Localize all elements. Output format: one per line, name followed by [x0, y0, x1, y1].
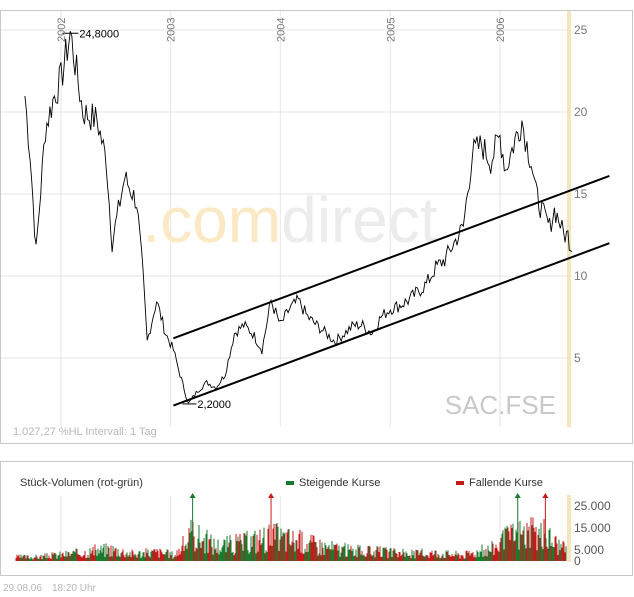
high-annotation: 24,8000 — [79, 28, 119, 40]
y-tick-label: 5 — [574, 351, 581, 365]
x-tick-label: 2002 — [56, 18, 68, 42]
volume-tick-label: 15.000 — [574, 521, 611, 535]
stock-chart: .comdirect 24,8000 2,2000 2002 2003 2004 20… — [0, 10, 633, 576]
footer: 29.08.06 18:20 Uhr — [3, 583, 106, 594]
y-tick-label: 20 — [574, 105, 588, 119]
info-label: 1.027,27 %HL Intervall: 1 Tag — [13, 426, 157, 438]
volume-title: Stück-Volumen (rot-grün) — [20, 477, 143, 489]
x-tick-label: 2003 — [166, 18, 178, 42]
trend-line-lower — [173, 242, 610, 407]
legend-swatch-rising — [286, 481, 294, 485]
volume-tick-label: 0 — [574, 554, 581, 568]
volume-peak-arrow — [268, 493, 275, 498]
legend-label-rising: Steigende Kurse — [299, 477, 380, 489]
volume-peak-arrow — [542, 493, 549, 498]
volume-axis-strip — [567, 495, 571, 562]
footer-time: 18:20 Uhr — [51, 583, 96, 594]
x-tick-label: 2006 — [495, 18, 507, 42]
volume-panel-frame — [0, 461, 633, 576]
legend-label-falling: Fallende Kurse — [469, 477, 543, 489]
y-axis-tick-labels: 25 20 15 10 5 — [574, 23, 588, 365]
low-annotation: 2,2000 — [197, 399, 231, 411]
trend-line-upper — [173, 175, 610, 340]
y-tick-label: 25 — [574, 23, 588, 37]
trend-channel — [173, 175, 610, 407]
price-series — [24, 31, 573, 404]
x-axis-tick-labels: 2002 2003 2004 2005 2006 — [56, 18, 507, 42]
x-tick-label: 2004 — [275, 18, 287, 42]
footer-date: 29.08.06 — [3, 583, 42, 594]
watermark: .comdirect — [142, 184, 437, 256]
y-tick-label: 15 — [574, 187, 588, 201]
volume-tick-label: 25.000 — [574, 499, 611, 513]
x-tick-label: 2005 — [385, 18, 397, 42]
legend-swatch-falling — [456, 481, 464, 485]
volume-tick-label: 5.000 — [574, 543, 604, 557]
price-line — [24, 31, 573, 404]
price-axis-strip — [567, 11, 571, 427]
volume-peak-arrow — [514, 493, 521, 498]
y-tick-label: 10 — [574, 269, 588, 283]
symbol-label: SAC.FSE — [445, 390, 556, 420]
volume-peak-arrow — [189, 493, 196, 498]
volume-bars — [15, 493, 567, 561]
price-panel-frame — [0, 10, 633, 444]
